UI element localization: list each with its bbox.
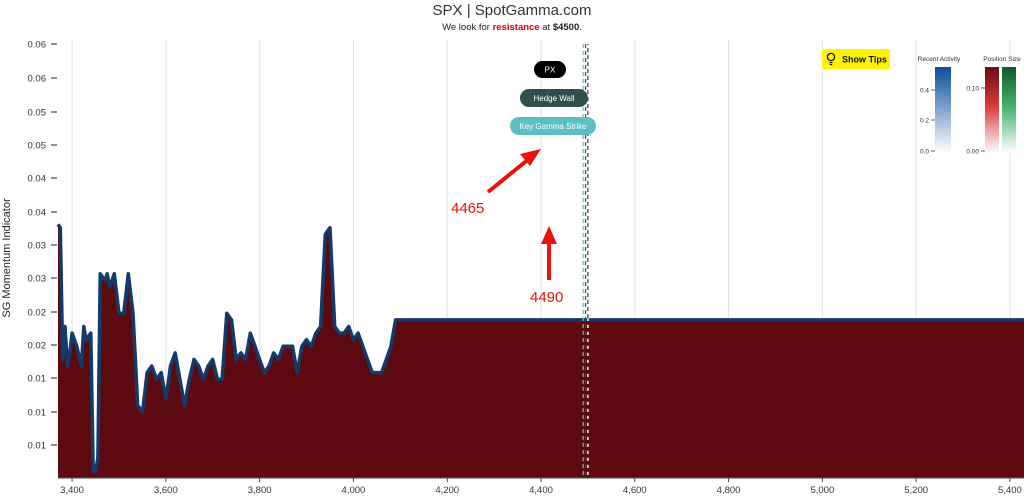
x-tick-label: 3,400 (60, 485, 84, 496)
y-tick-label: 0.05 (28, 108, 47, 119)
y-tick-label: 0.01 (28, 374, 47, 385)
hedge-wall-label: Hedge Wall (533, 94, 574, 103)
x-tick-label: 4,600 (623, 485, 647, 496)
annotation-4490: 4490 (530, 226, 563, 306)
y-tick-label: 0.03 (28, 241, 47, 252)
recent-activity-tick: 0.4 (920, 88, 929, 95)
subtitle-resistance: resistance (493, 22, 540, 33)
recent-activity-scale (935, 67, 951, 153)
key-gamma-label: Key Gamma Strike (519, 122, 587, 131)
vertical-markers (582, 44, 589, 478)
chart-title: SPX | SpotGamma.com (433, 2, 592, 19)
x-tick-label: 5,200 (904, 485, 928, 496)
px-label: PX (545, 66, 556, 75)
x-tick-label: 4,400 (529, 485, 553, 496)
y-tick-label: 0.03 (28, 274, 47, 285)
position-size-tick: 0.10 (966, 86, 979, 93)
recent-activity-tick: 0.0 (920, 149, 929, 156)
subtitle-level: $4500 (553, 22, 579, 33)
y-tick-label: 0.05 (28, 141, 47, 152)
position-size-red-scale (985, 67, 999, 153)
x-axis: 3,400 3,600 3,800 4,000 4,200 4,400 4,600 4,800… (60, 478, 1022, 496)
y-tick-label: 0.06 (28, 74, 47, 85)
y-axis-label: SG Momentum Indicator (1, 198, 13, 318)
recent-activity-title: Recent Activity (918, 56, 961, 63)
hedge-wall-marker[interactable]: Hedge Wall (520, 89, 588, 107)
y-tick-label: 0.04 (28, 174, 47, 185)
x-tick-label: 4,800 (717, 485, 741, 496)
y-tick-label: 0.02 (28, 341, 47, 352)
annotation-4490-label: 4490 (530, 289, 563, 306)
subtitle-prefix: We look for (442, 22, 493, 33)
y-tick-label: 0.01 (28, 408, 47, 419)
y-tick-label: 0.04 (28, 208, 47, 219)
show-tips-label: Show Tips (842, 55, 887, 65)
position-size-legend: Position Size 0.10 0.00 (966, 56, 1021, 156)
position-size-green-scale (1002, 67, 1016, 153)
annotation-4465-label: 4465 (451, 200, 484, 217)
area-fill (58, 224, 1024, 478)
recent-activity-legend: Recent Activity 0.4 0.2 0.0 (918, 56, 961, 156)
x-tick-label: 4,000 (342, 485, 366, 496)
key-gamma-marker[interactable]: Key Gamma Strike (510, 117, 596, 135)
series-line (56, 223, 1024, 474)
x-tick-label: 3,600 (154, 485, 178, 496)
subtitle-suffix: . (579, 22, 582, 33)
show-tips-button[interactable]: Show Tips (822, 49, 890, 69)
x-tick-label: 5,000 (810, 485, 834, 496)
y-tick-label: 0.02 (28, 308, 47, 319)
x-tick-label: 5,400 (998, 485, 1022, 496)
subtitle-mid: at (540, 22, 553, 33)
x-tick-label: 4,200 (435, 485, 459, 496)
recent-activity-tick: 0.2 (920, 118, 929, 125)
annotation-4465: 4465 (451, 149, 541, 217)
y-tick-label: 0.01 (28, 441, 47, 452)
lightbulb-icon (826, 52, 836, 66)
px-marker[interactable]: PX (534, 61, 566, 78)
position-size-title: Position Size (983, 56, 1021, 63)
y-axis: 0.01 0.01 0.01 0.02 0.02 0.03 0.03 0.04 0.04 0.05… (28, 40, 57, 452)
x-tick-label: 3,800 (248, 485, 272, 496)
chart-subtitle: We look for resistance at $4500. (442, 22, 582, 33)
position-size-tick: 0.00 (966, 149, 979, 156)
y-tick-label: 0.06 (28, 40, 47, 51)
